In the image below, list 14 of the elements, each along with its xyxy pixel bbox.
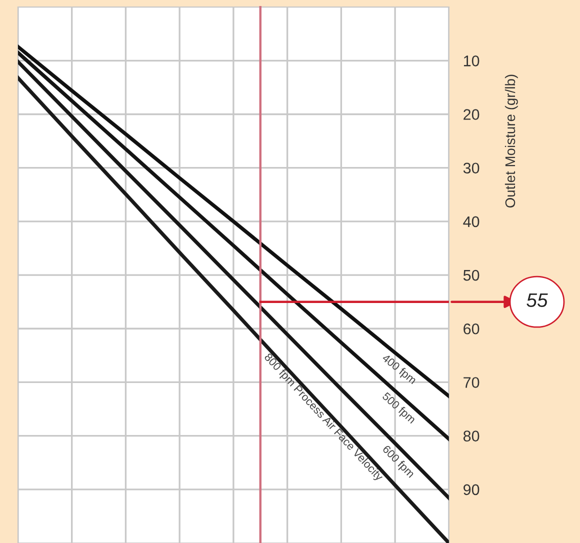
y-tick-label: 90 [464, 484, 480, 496]
text: 600 fpm [380, 444, 416, 480]
y-tick-label: 10 [464, 56, 480, 66]
y-tick-label: 20 [464, 109, 480, 120]
y-tick-label: 60 [464, 323, 480, 334]
y-tick-label: 30 [463, 162, 480, 174]
text: 400 fpm [380, 353, 418, 386]
y-tick-label: 40 [463, 216, 480, 228]
y-axis-title: Outlet Moisture (gr/lb) [504, 74, 518, 208]
y-tick-label: 70 [464, 377, 480, 388]
ref-line-label: 55 [526, 293, 548, 308]
y-tick-label: 50 [463, 270, 480, 281]
y-tick-label: 80 [463, 430, 480, 442]
text: 500 fpm [380, 392, 416, 426]
